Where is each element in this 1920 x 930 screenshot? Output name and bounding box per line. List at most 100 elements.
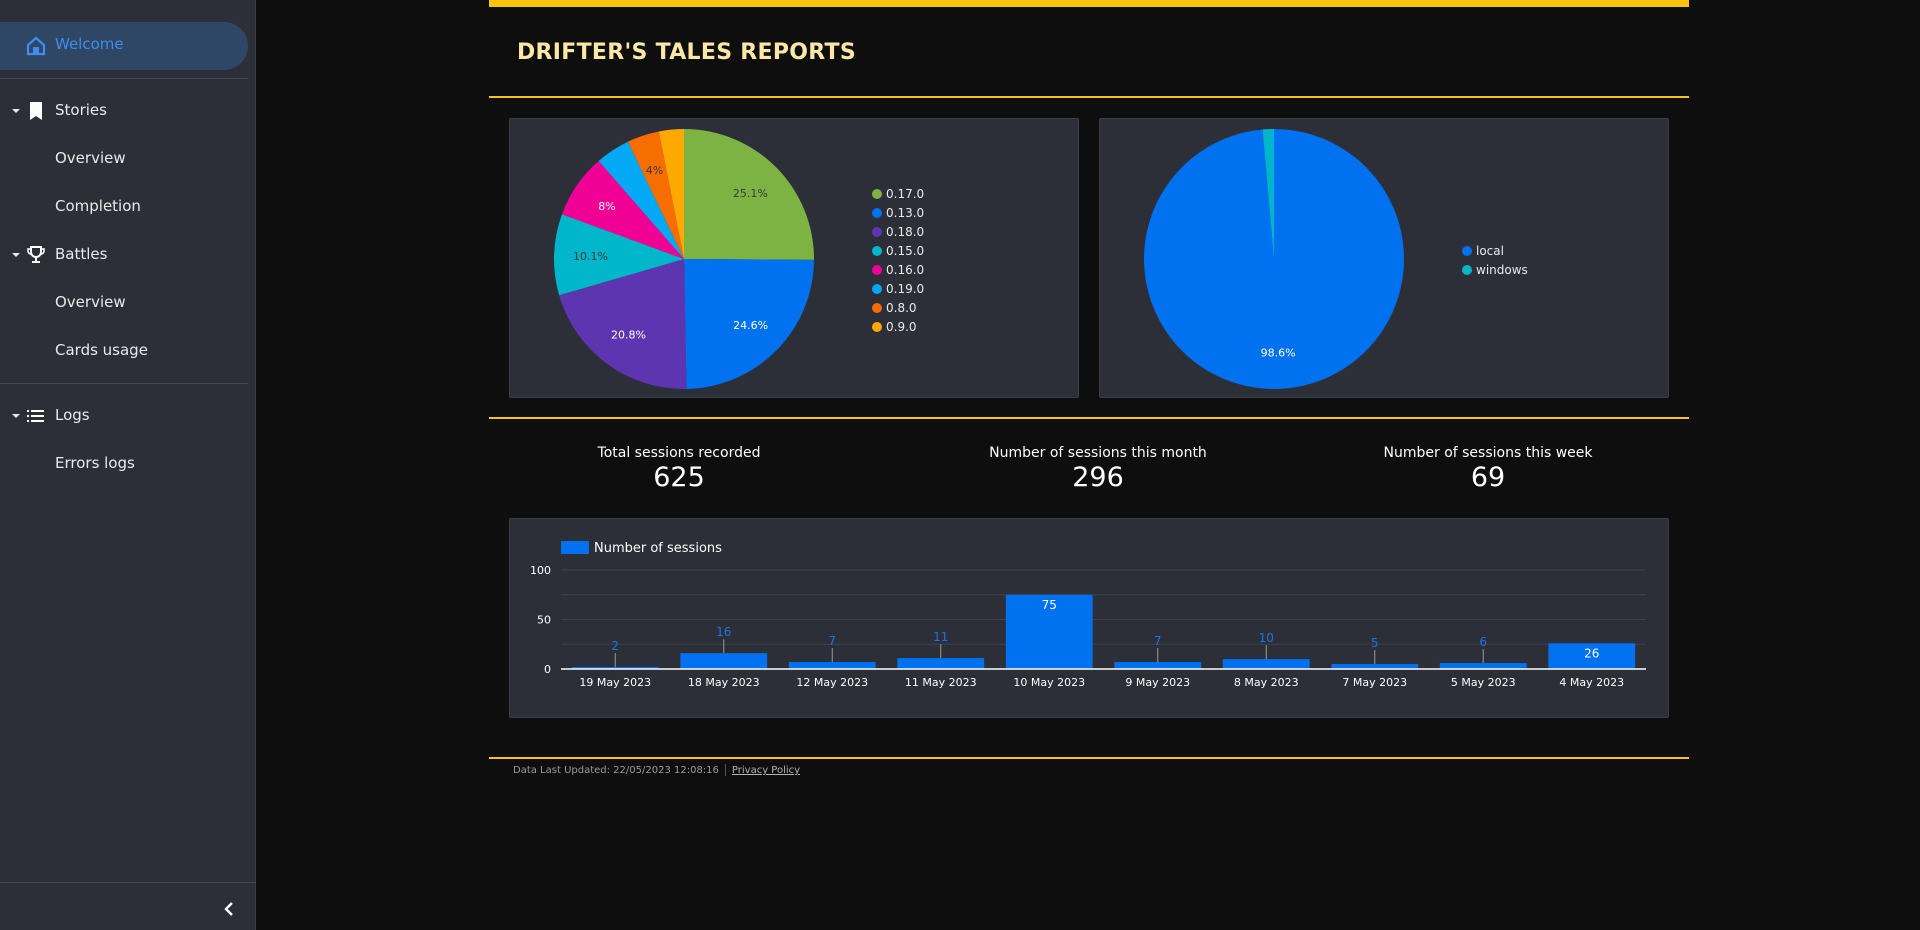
bar[interactable]: [1331, 664, 1419, 669]
legend-swatch: [872, 265, 882, 275]
legend-item[interactable]: windows: [1462, 262, 1528, 278]
bar[interactable]: [1114, 662, 1202, 669]
y-tick-label: 100: [530, 564, 551, 577]
legend-label: 0.13.0: [886, 206, 925, 220]
legend-label: 0.16.0: [886, 263, 925, 277]
bar[interactable]: [571, 667, 659, 669]
sidebar-item-label: Completion: [55, 197, 141, 215]
pie-slice-0.8.0[interactable]: [627, 131, 684, 259]
sidebar-item-label: Welcome: [55, 35, 124, 53]
pie-slice-0.19.0[interactable]: [598, 141, 684, 259]
sidebar-item-welcome[interactable]: Welcome: [0, 22, 248, 70]
bar-value-label: 2: [611, 639, 619, 653]
sidebar-group-logs[interactable]: Logs: [0, 396, 248, 436]
accent-divider: [489, 96, 1689, 98]
accent-divider: [489, 417, 1689, 419]
pie-slice-windows[interactable]: [1262, 129, 1274, 259]
caret-down-icon: [12, 109, 20, 113]
caret-down-icon: [12, 253, 20, 257]
sidebar-item-battles-overview[interactable]: Overview: [0, 283, 248, 323]
stat-total-sessions: Total sessions recorded 625: [519, 445, 839, 493]
legend-item[interactable]: 0.19.0: [872, 281, 924, 297]
y-tick-label: 0: [544, 663, 551, 676]
legend-item[interactable]: local: [1462, 243, 1504, 259]
bar[interactable]: [1222, 659, 1310, 669]
stat-value: 625: [653, 462, 705, 493]
chevron-left-icon: [224, 902, 233, 916]
bar-value-label: 6: [1479, 635, 1487, 649]
footer: Data Last Updated: 22/05/2023 12:08:16 Pr…: [513, 764, 800, 776]
sidebar-divider: [0, 383, 248, 384]
bar-value-label: 26: [1584, 646, 1599, 660]
pie-slice-0.18.0[interactable]: [559, 259, 687, 389]
legend-item[interactable]: 0.13.0: [872, 205, 924, 221]
sidebar-item-stories-completion[interactable]: Completion: [0, 187, 248, 227]
stat-label: Number of sessions this week: [1383, 445, 1593, 461]
bar-value-label: 7: [1154, 634, 1162, 648]
sidebar-group-battles[interactable]: Battles: [0, 235, 248, 275]
legend-swatch: [872, 322, 882, 332]
legend-label: 0.18.0: [886, 225, 925, 239]
legend-item[interactable]: 0.15.0: [872, 243, 924, 259]
bookmark-icon: [30, 102, 42, 120]
bar-value-label: 7: [828, 634, 836, 648]
legend-item[interactable]: 0.9.0: [872, 319, 917, 335]
pie-slice-label: 10.1%: [573, 250, 608, 263]
pie-slice-label: 98.6%: [1261, 347, 1296, 360]
stat-value: 69: [1470, 462, 1506, 493]
pie-slice-label: 20.8%: [611, 328, 646, 341]
x-tick-label: 11 May 2023: [905, 676, 977, 689]
pie-slice-0.17.0[interactable]: [684, 129, 814, 260]
x-tick-label: 8 May 2023: [1234, 676, 1299, 689]
x-tick-label: 9 May 2023: [1125, 676, 1190, 689]
sidebar-group-label: Battles: [55, 245, 108, 263]
bar-value-label: 75: [1042, 598, 1057, 612]
sessions-bar-chart: 0 50 100 Number of sessions 2 19 May 2023 16 18…: [530, 541, 1646, 689]
privacy-policy-link[interactable]: Privacy Policy: [731, 765, 801, 776]
platform-pie-chart: 98.6%: [1144, 129, 1404, 389]
sidebar-item-cards-usage[interactable]: Cards usage: [0, 331, 248, 371]
legend-swatch: [872, 303, 882, 313]
legend-item[interactable]: 0.17.0: [872, 186, 924, 202]
x-tick-label: 4 May 2023: [1559, 676, 1624, 689]
legend-item[interactable]: 0.8.0: [872, 300, 917, 316]
bar[interactable]: [1005, 594, 1093, 669]
legend-item[interactable]: 0.16.0: [872, 262, 924, 278]
pie-slice-0.15.0[interactable]: [554, 214, 684, 296]
legend-swatch: [872, 227, 882, 237]
bar[interactable]: [680, 653, 768, 669]
sidebar-item-errors-logs[interactable]: Errors logs: [0, 444, 248, 484]
stat-label: Number of sessions this month: [989, 445, 1207, 461]
legend-label: 0.17.0: [886, 187, 925, 201]
legend-label: 0.9.0: [886, 320, 917, 334]
sidebar-item-label: Cards usage: [55, 341, 148, 359]
pie-slice-label: 4%: [646, 164, 663, 177]
x-tick-label: 18 May 2023: [688, 676, 760, 689]
sidebar-group-stories[interactable]: Stories: [0, 91, 248, 131]
sessions-bar-panel: 0 50 100 Number of sessions 2 19 May 2023 16 18…: [509, 518, 1669, 718]
bar[interactable]: [788, 662, 876, 669]
sidebar-group-label: Stories: [55, 101, 107, 119]
sidebar-item-label: Errors logs: [55, 454, 135, 472]
legend-item[interactable]: 0.18.0: [872, 224, 924, 240]
page-title: DRIFTER'S TALES REPORTS: [517, 40, 857, 65]
sidebar-divider: [0, 78, 248, 79]
pie-slice-0.13.0[interactable]: [684, 259, 814, 389]
pie-slice-0.16.0[interactable]: [561, 160, 684, 259]
bar[interactable]: [897, 658, 985, 669]
legend-label: 0.19.0: [886, 282, 925, 296]
sidebar-item-stories-overview[interactable]: Overview: [0, 139, 248, 179]
sidebar-group-label: Logs: [55, 406, 90, 424]
bar[interactable]: [1548, 643, 1636, 669]
legend-label: windows: [1476, 263, 1528, 277]
x-tick-label: 10 May 2023: [1013, 676, 1085, 689]
pie-slice-0.9.0[interactable]: [658, 129, 684, 259]
sidebar-item-label: Overview: [55, 149, 126, 167]
legend-label: Number of sessions: [594, 541, 722, 556]
platform-pie-panel: 98.6% local windows: [1099, 118, 1669, 398]
list-icon: [27, 410, 44, 422]
bar[interactable]: [1439, 663, 1527, 669]
collapse-sidebar-button[interactable]: [214, 896, 244, 922]
version-pie-chart: 25.1% 24.6% 20.8% 10.1% 8% 4%: [554, 129, 814, 389]
legend-label: local: [1476, 244, 1504, 258]
